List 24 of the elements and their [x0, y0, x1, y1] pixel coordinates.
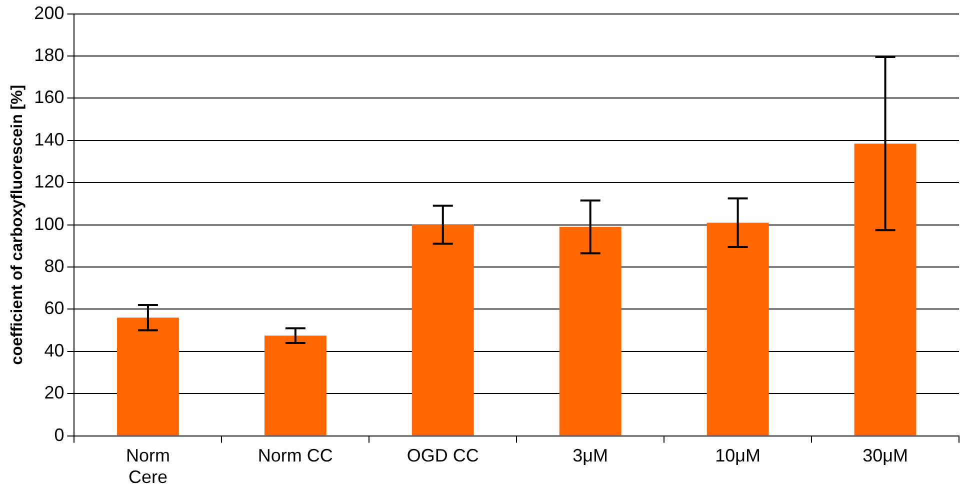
x-tick-label: Norm CC: [258, 446, 333, 466]
y-tick-label: 120: [34, 172, 64, 192]
x-tick-label: 30μM: [862, 446, 908, 466]
y-tick-label: 140: [34, 129, 64, 150]
y-axis-title: coefficient of carboxyfluorescein [%]: [9, 84, 26, 365]
bar: [412, 224, 474, 436]
y-tick-label: 200: [34, 2, 64, 23]
bar: [854, 144, 916, 436]
bar: [116, 318, 179, 436]
bar: [264, 336, 326, 436]
y-tick-label: 0: [54, 424, 64, 445]
x-tick-label: 10μM: [715, 446, 761, 466]
bar: [559, 226, 622, 436]
y-tick-label: 160: [34, 87, 64, 108]
y-tick-label: 60: [44, 298, 64, 318]
x-tick-label: Norm Cere: [126, 446, 170, 488]
y-tick-label: 100: [34, 214, 64, 234]
x-tick-label: OGD CC: [406, 446, 479, 466]
y-tick-label: 80: [44, 256, 64, 276]
y-tick-label: 20: [44, 382, 64, 403]
y-tick-label: 40: [44, 340, 64, 360]
bar: [706, 222, 769, 436]
x-tick-label: 3μM: [572, 446, 608, 466]
y-tick-label: 180: [34, 44, 64, 65]
